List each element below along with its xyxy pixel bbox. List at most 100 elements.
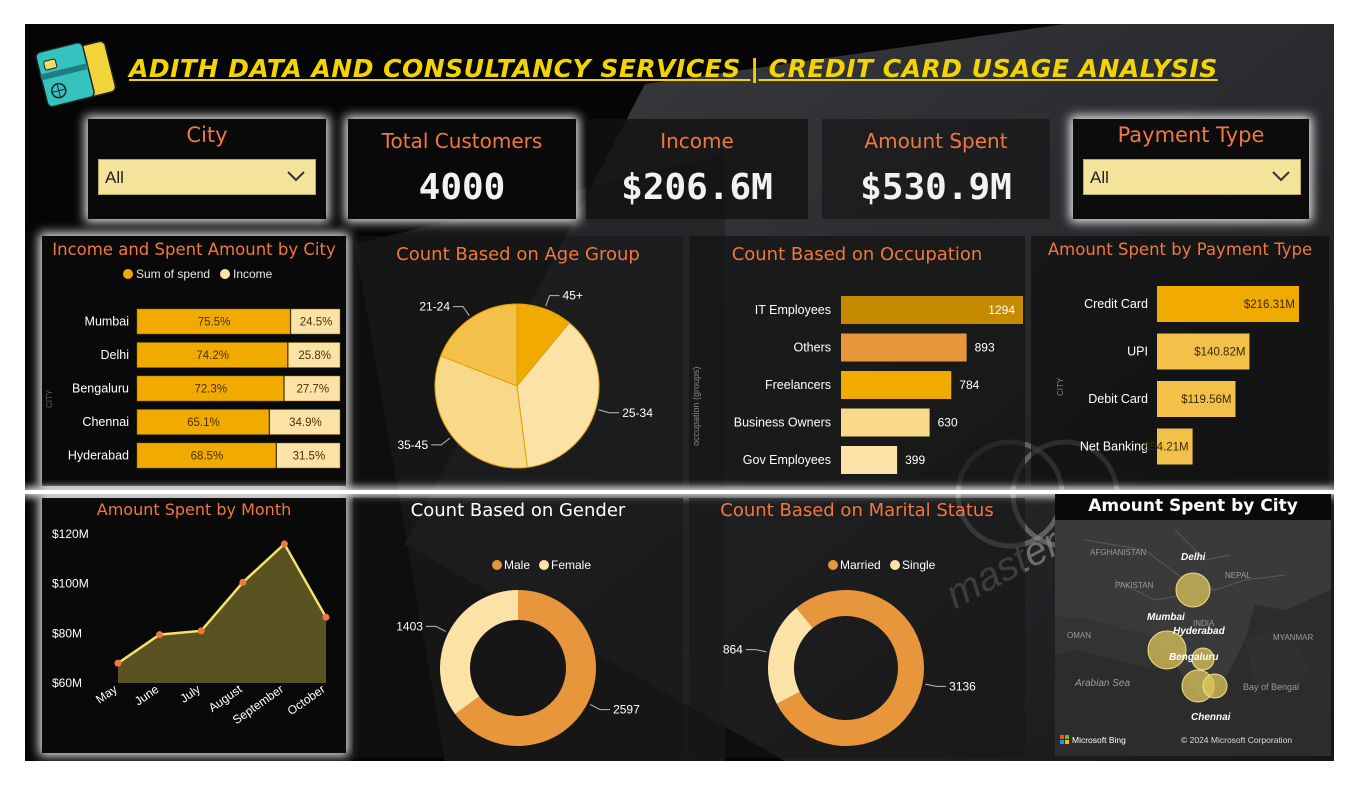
kpi-amount-spent-value: $530.9M <box>860 167 1012 208</box>
data-label: $216.31M <box>1244 299 1295 311</box>
tick-label: October <box>285 682 328 718</box>
marital-chart: Married Single 3136 864 <box>723 558 976 746</box>
bar <box>841 333 967 362</box>
tick-label: $80M <box>52 626 82 640</box>
data-label: 45+ <box>563 289 583 303</box>
category-label: Business Owners <box>734 416 831 430</box>
kpi-total-customers-label: Total Customers <box>381 129 543 153</box>
marital-panel: Count Based on Marital Status Married Sin… <box>689 498 1025 758</box>
pie-slice <box>455 590 596 746</box>
leader-line <box>453 306 470 316</box>
bar <box>136 409 270 435</box>
map-label: AFGHANISTAN <box>1090 548 1147 557</box>
tick-label: $60M <box>52 676 82 690</box>
category-label: Mumbai <box>85 315 129 329</box>
pie-slice <box>768 607 813 704</box>
bar <box>269 409 341 435</box>
leader-line <box>425 625 446 632</box>
age-group-panel: Count Based on Age Group 45+ 25-34 35-45 21… <box>353 236 683 486</box>
legend-label: Sum of spend <box>136 267 210 281</box>
data-point <box>197 627 205 635</box>
legend-swatch <box>492 560 502 570</box>
category-label: Hyderabad <box>68 449 129 463</box>
gender-panel: Count Based on Gender Male Female 2597 1403 <box>353 498 683 758</box>
legend-swatch <box>220 269 230 279</box>
bar <box>841 446 898 474</box>
chart-title: Count Based on Age Group <box>396 244 640 265</box>
map-city-label: Mumbai <box>1147 612 1185 623</box>
map-label: INDIA <box>1193 619 1215 628</box>
map-label: Bay of Bengal <box>1243 682 1299 692</box>
payment-dropdown[interactable]: All <box>1083 159 1301 195</box>
data-label: 68.5% <box>191 451 224 463</box>
data-point <box>322 613 330 621</box>
leader-line <box>431 437 451 446</box>
map-city-label: Delhi <box>1181 552 1206 563</box>
kpi-total-customers-value: 4000 <box>418 167 506 208</box>
data-label: 864 <box>723 643 743 657</box>
map-country-labels: AFGHANISTAN PAKISTAN NEPAL INDIA OMAN MY… <box>1067 548 1314 692</box>
chart-title: Amount Spent by Payment Type <box>1047 240 1313 259</box>
kpi-total-customers: Total Customers 4000 <box>348 119 576 219</box>
map-city-label: Chennai <box>1191 712 1231 723</box>
bar <box>284 375 341 402</box>
kpi-amount-spent-label: Amount Spent <box>864 129 1008 153</box>
data-label: 21-24 <box>419 300 450 314</box>
category-label: Debit Card <box>1088 392 1148 406</box>
bar <box>290 308 341 335</box>
dashboard-title: ADITH DATA AND CONSULTANCY SERVICES | CR… <box>129 54 1218 83</box>
data-label: 74.2% <box>196 350 229 362</box>
data-label: 24.5% <box>300 317 333 329</box>
bing-logo <box>1060 735 1069 744</box>
city-dropdown[interactable]: All <box>98 159 316 195</box>
tick-label: $100M <box>52 577 89 591</box>
map-bubble-chennai[interactable] <box>1202 673 1228 699</box>
data-label: 27.7% <box>296 384 329 396</box>
credit-cards-icon <box>35 40 117 108</box>
city-slicer[interactable]: City All <box>88 119 326 219</box>
axis-label: CITY <box>45 389 54 408</box>
dashboard-canvas: mastercar ADITH DATA AND CONSULTANCY SER… <box>25 24 1334 761</box>
row-divider <box>25 490 1334 494</box>
bar <box>841 408 930 437</box>
data-label: 1403 <box>396 619 423 633</box>
payment-type-panel: Amount Spent by Payment Type CITY Credit … <box>1031 236 1329 486</box>
map-bubble-hyderabad[interactable] <box>1191 647 1215 671</box>
data-label: 893 <box>975 341 995 355</box>
chevron-down-icon <box>1272 171 1290 182</box>
legend-label: Female <box>551 558 591 572</box>
area-fill <box>118 543 326 683</box>
legend-swatch <box>539 560 549 570</box>
city-map-panel: Amount Spent by City AFGHANISTAN PAKISTA… <box>1055 494 1331 756</box>
legend-swatch <box>890 560 900 570</box>
city-bubble-map[interactable]: AFGHANISTAN PAKISTAN NEPAL INDIA OMAN MY… <box>1055 520 1331 756</box>
map-bubble-mumbai[interactable] <box>1147 630 1187 670</box>
map-label: OMAN <box>1067 631 1091 640</box>
legend-label: Married <box>840 558 881 572</box>
map-city-label: Hyderabad <box>1173 626 1226 637</box>
data-label: 72.3% <box>194 384 227 396</box>
category-label: Bengaluru <box>72 382 129 396</box>
month-panel: Amount Spent by Month $60M $80M $100M $120M… <box>42 498 346 753</box>
axis-label: occupation (groups) <box>691 366 701 446</box>
data-label: 1294 <box>988 303 1015 317</box>
kpi-amount-spent: Amount Spent $530.9M <box>822 119 1050 219</box>
tick-label: May <box>93 682 120 706</box>
map-label: NEPAL <box>1225 571 1251 580</box>
payment-slicer-label: Payment Type <box>1117 123 1265 147</box>
category-label: Others <box>793 341 831 355</box>
legend-label: Income <box>233 267 273 281</box>
map-bubble-delhi[interactable] <box>1175 572 1211 608</box>
map-city-label: Bengaluru <box>1169 652 1218 663</box>
bar <box>1157 333 1250 370</box>
legend-label: Male <box>504 558 530 572</box>
category-label: IT Employees <box>755 303 831 317</box>
data-label: 630 <box>938 416 958 430</box>
legend-label: Single <box>902 558 936 572</box>
category-label: Net Banking <box>1080 440 1148 454</box>
payment-type-slicer[interactable]: Payment Type All <box>1073 119 1309 219</box>
data-point <box>239 578 247 586</box>
map-label: MYANMAR <box>1273 633 1314 642</box>
category-label: Chennai <box>82 415 129 429</box>
data-label: 65.1% <box>187 417 220 429</box>
